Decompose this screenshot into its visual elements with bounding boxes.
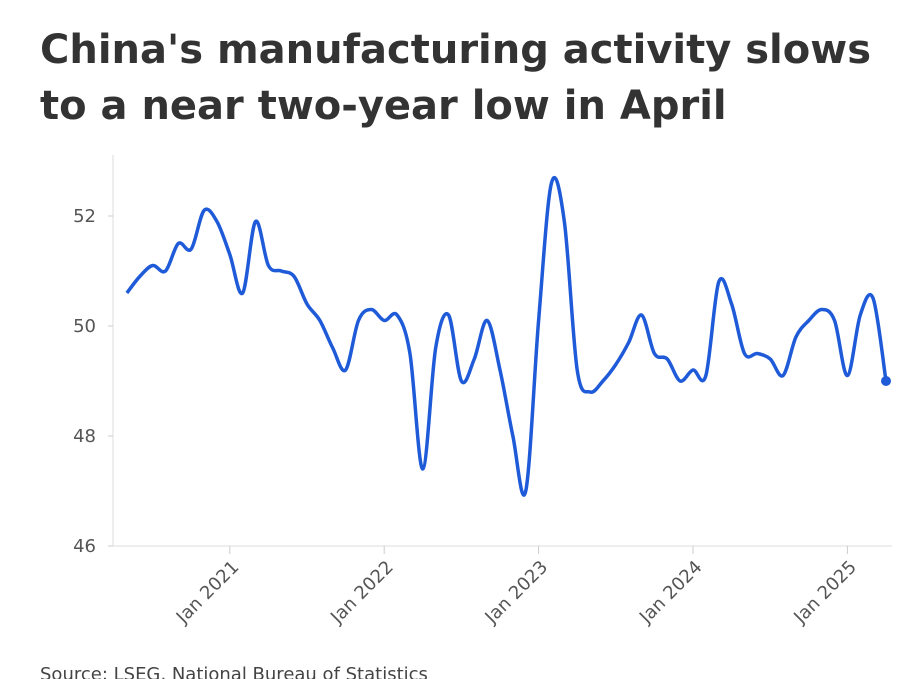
x-tick-label: Jan 2025 [789,557,861,629]
y-tick-label: 48 [73,426,96,447]
y-tick-label: 46 [73,536,96,557]
x-tick-label: Jan 2022 [326,557,398,629]
y-tick-label: 50 [73,316,96,337]
source-note: Source: LSEG, National Bureau of Statist… [40,664,428,679]
x-tick-label: Jan 2024 [635,557,707,629]
chart-title: China's manufacturing activity slows to … [40,27,871,129]
series-line [125,175,888,497]
x-tick-label: Jan 2021 [172,557,244,629]
x-tick-label: Jan 2023 [481,557,553,629]
end-point [881,376,891,386]
y-tick-label: 52 [73,206,96,227]
